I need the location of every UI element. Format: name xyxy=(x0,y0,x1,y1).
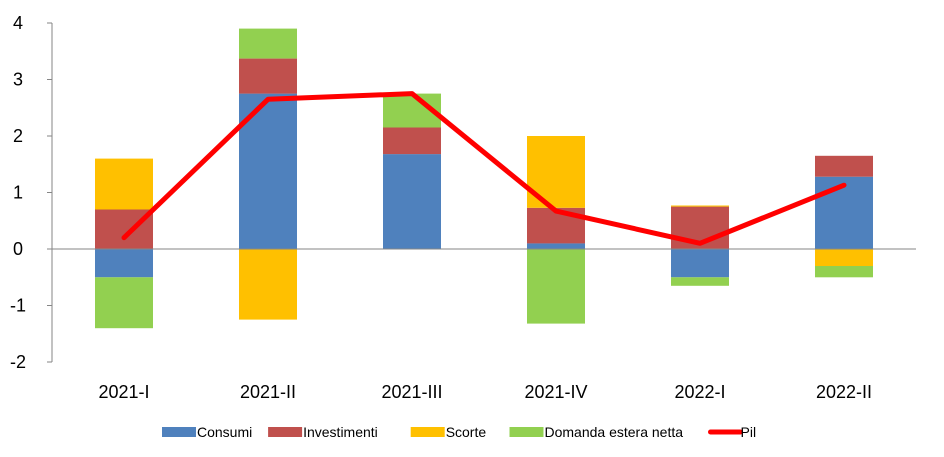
bar-domanda-estera-netta-2021-ii xyxy=(239,28,297,59)
bars-layer xyxy=(95,28,873,329)
bar-domanda-estera-netta-2022-i xyxy=(671,277,729,286)
y-tick-label: -2 xyxy=(10,352,26,372)
legend-label-pil: Pil xyxy=(741,424,757,440)
legend-swatch-domanda-estera-netta xyxy=(509,427,544,437)
y-tick-label: 3 xyxy=(13,70,23,90)
line-pil xyxy=(121,91,847,246)
legend-swatch-scorte xyxy=(410,427,445,437)
y-tick-label: 4 xyxy=(13,13,23,33)
x-tick-label: 2021-III xyxy=(381,382,442,402)
bar-domanda-estera-netta-2021-i xyxy=(95,277,153,329)
y-tick-label: 1 xyxy=(13,183,23,203)
bar-consumi-2022-i xyxy=(671,249,729,278)
bar-domanda-estera-netta-2022-ii xyxy=(815,266,873,278)
legend: Consumi Investimenti Scorte Domanda estera … xyxy=(162,424,756,440)
x-tick-label: 2022-I xyxy=(674,382,725,402)
bar-investimenti-2021-iii xyxy=(383,127,441,155)
bar-consumi-2021-i xyxy=(95,249,153,278)
y-tick-label: -1 xyxy=(10,296,26,316)
axes-layer xyxy=(47,22,916,363)
bar-investimenti-2021-ii xyxy=(239,58,297,94)
bar-scorte-2022-i xyxy=(671,205,729,207)
bar-domanda-estera-netta-2021-iv xyxy=(527,249,585,324)
legend-label-consumi: Consumi xyxy=(197,424,252,440)
tick-labels-layer: -2 -1 0 1 2 3 4 2021-I 2021-II 2021-III 2021-IV 202… xyxy=(10,13,872,402)
x-tick-label: 2021-IV xyxy=(524,382,587,402)
bar-scorte-2021-ii xyxy=(239,249,297,320)
bar-consumi-2022-ii xyxy=(815,176,873,249)
bar-consumi-2021-iv xyxy=(527,243,585,249)
bar-consumi-2021-iii xyxy=(383,154,441,249)
legend-label-domanda-estera-netta: Domanda estera netta xyxy=(545,424,684,440)
y-tick-label: 0 xyxy=(13,239,23,259)
x-tick-label: 2021-I xyxy=(98,382,149,402)
legend-label-scorte: Scorte xyxy=(446,424,487,440)
bar-scorte-2021-i xyxy=(95,158,153,210)
legend-swatch-investimenti xyxy=(268,427,303,437)
bar-scorte-2022-ii xyxy=(815,249,873,266)
legend-swatch-consumi xyxy=(162,427,196,437)
legend-label-investimenti: Investimenti xyxy=(303,424,378,440)
pil-line-layer xyxy=(121,91,847,246)
y-tick-label: 2 xyxy=(13,126,23,146)
bar-investimenti-2022-ii xyxy=(815,155,873,177)
x-tick-label: 2022-II xyxy=(816,382,872,402)
x-tick-label: 2021-II xyxy=(240,382,296,402)
